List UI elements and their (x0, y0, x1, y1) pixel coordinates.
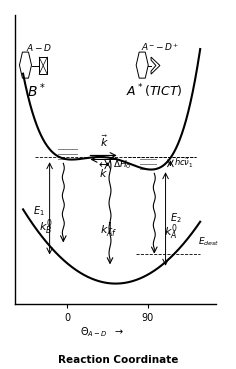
Text: Reaction Coordinate: Reaction Coordinate (58, 355, 178, 365)
Text: $k_{Af}^1$: $k_{Af}^1$ (101, 221, 118, 240)
Text: $E_{dest}$: $E_{dest}$ (198, 235, 219, 248)
Text: $E_2$: $E_2$ (170, 211, 182, 225)
Bar (39, 57, 47, 74)
Text: $B^*$: $B^*$ (27, 82, 46, 100)
Text: $A^{-} - D^{+}$: $A^{-} - D^{+}$ (141, 41, 179, 53)
Text: $k_A^0$: $k_A^0$ (164, 222, 177, 242)
Text: $ΔH_0$: $ΔH_0$ (113, 158, 132, 170)
Text: $A - D$: $A - D$ (26, 42, 52, 52)
Text: $E_1$: $E_1$ (33, 204, 45, 218)
Text: $\overleftarrow{k}$: $\overleftarrow{k}$ (99, 162, 110, 180)
Text: $A^*(TICT)$: $A^*(TICT)$ (126, 82, 183, 100)
Text: $k_B^0$: $k_B^0$ (39, 218, 52, 237)
Text: $\vec{k}$: $\vec{k}$ (100, 134, 109, 149)
Text: $hc\tilde{\nu}_1$: $hc\tilde{\nu}_1$ (174, 157, 194, 170)
X-axis label: $\Theta_{A-D}$  $\rightarrow$         : $\Theta_{A-D}$ $\rightarrow$ (80, 325, 151, 339)
